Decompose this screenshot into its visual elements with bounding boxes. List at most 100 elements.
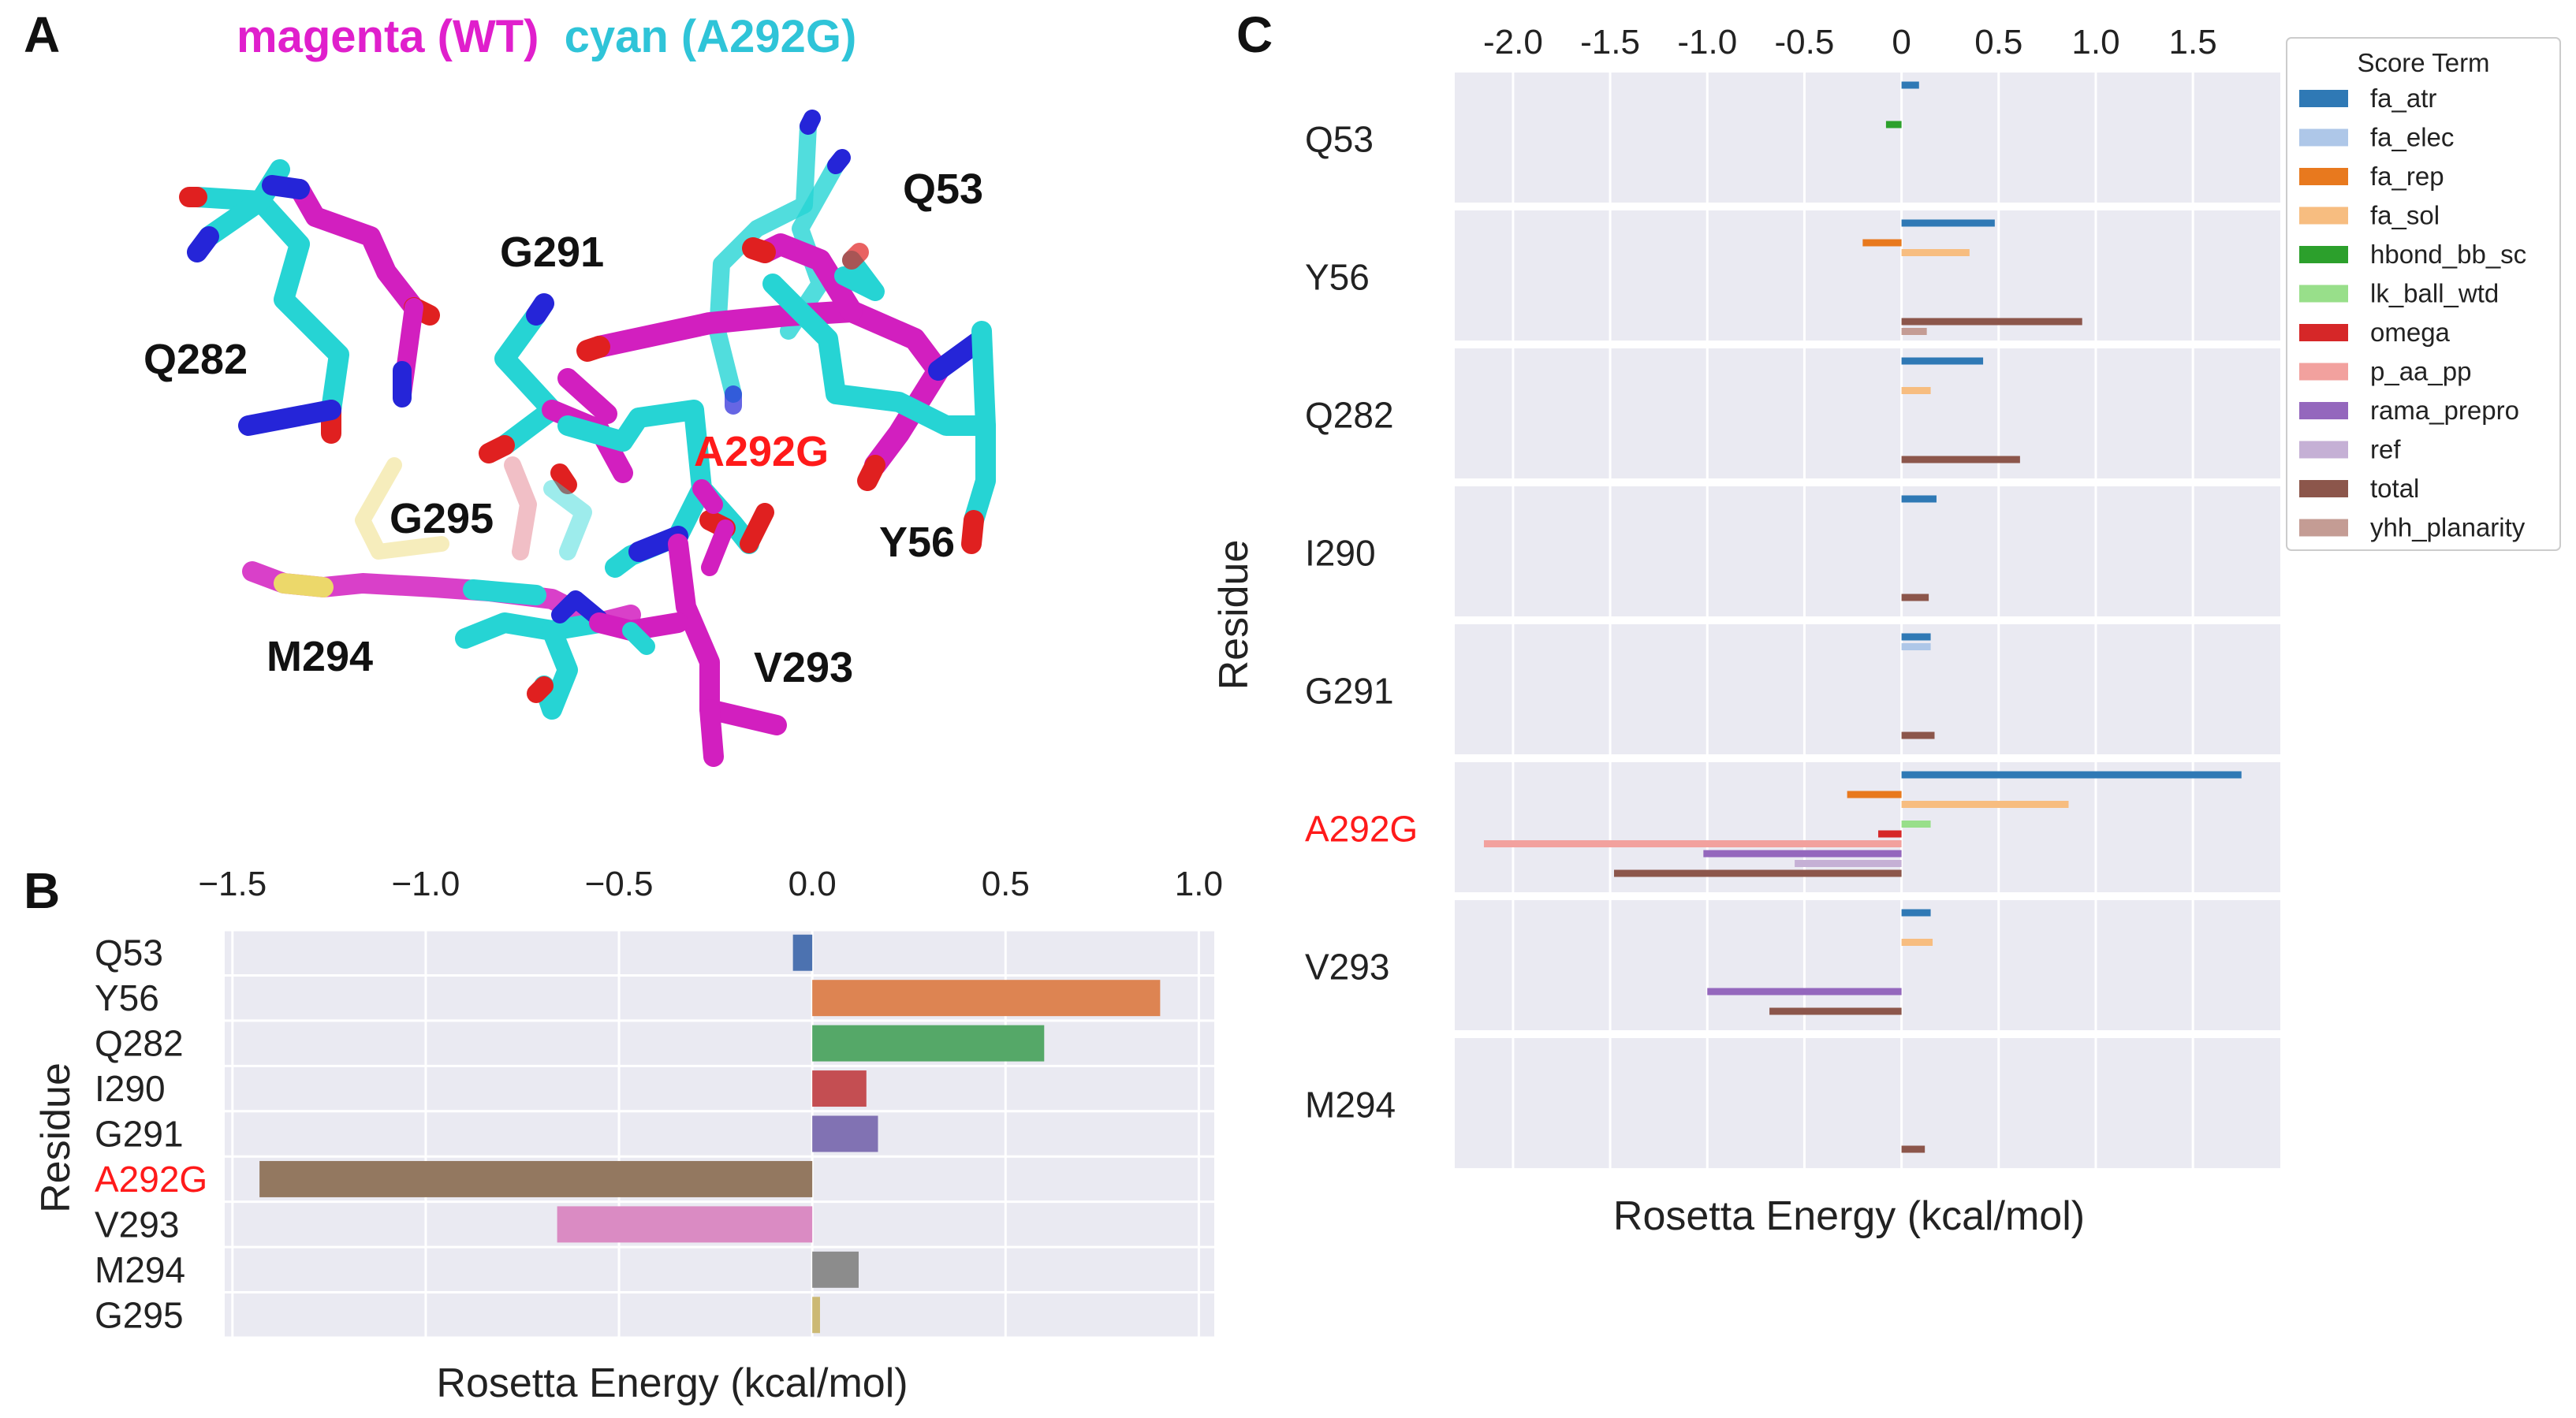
facet-m294 [1455, 1038, 2280, 1168]
bar-y56-fa-sol [1901, 249, 1970, 256]
legend-swatch-fa-sol [2299, 207, 2348, 225]
bar-g295 [812, 1297, 820, 1334]
y-tick-label-q53: Q53 [95, 932, 163, 973]
y-tick-label-y56: Y56 [95, 977, 159, 1018]
bar-q53 [792, 934, 813, 971]
structure-label-v293: V293 [754, 644, 853, 691]
bar-q282-total [1901, 456, 2020, 463]
legend-label-p-aa-pp: p_aa_pp [2370, 357, 2471, 386]
bar-i290 [812, 1070, 867, 1107]
legend-label-hbond-bb-sc: hbond_bb_sc [2370, 240, 2526, 269]
bar-a292g-total [1614, 869, 1902, 877]
legend-swatch-lk-ball-wtd [2299, 285, 2348, 303]
bar-q282-fa-sol [1901, 387, 1931, 394]
structure-label-a292g: A292G [694, 428, 829, 475]
legend-label-fa-atr: fa_atr [2370, 84, 2436, 113]
legend-swatch-fa-atr [2299, 90, 2348, 107]
bar-v293-total [1769, 1007, 1902, 1015]
bar-g291 [812, 1115, 878, 1152]
panel-a-letter: A [24, 6, 60, 63]
bar-v293 [557, 1206, 813, 1243]
bar-a292g-fa-sol [1901, 801, 2069, 808]
legend-swatch-omega [2299, 324, 2348, 341]
bar-y56-total [1901, 318, 2082, 326]
bar-a292g-ref [1795, 860, 1902, 867]
bar-a292g-p-aa-pp [1483, 840, 1902, 847]
bar-y56 [812, 980, 1161, 1017]
x-axis-label-b: Rosetta Energy (kcal/mol) [436, 1360, 908, 1406]
legend-swatch-yhh-planarity [2299, 519, 2348, 537]
y-tick-label-g295: G295 [95, 1294, 184, 1335]
facet-i290 [1455, 486, 2280, 616]
structure-label-q53: Q53 [903, 166, 983, 213]
legend-label-rama-prepro: rama_prepro [2370, 396, 2519, 425]
bar-a292g-omega [1878, 830, 1902, 838]
legend-swatch-hbond-bb-sc [2299, 246, 2348, 263]
legend-title-c: Score Term [2357, 48, 2489, 77]
x-tick-label-c: -2.0 [1483, 23, 1543, 61]
bar-y56-fa-atr [1901, 219, 1995, 227]
bar-a292g [259, 1160, 813, 1197]
bar-q53-hbond-bb-sc [1885, 121, 1902, 128]
bar-v293-rama-prepro [1707, 988, 1902, 996]
bar-v293-fa-sol [1901, 939, 1933, 946]
y-tick-label-v293: V293 [95, 1204, 179, 1245]
legend-wt-label: magenta (WT) cyan (A292G) [237, 11, 856, 62]
legend-label-fa-rep: fa_rep [2370, 162, 2444, 191]
bar-y56-fa-rep [1862, 239, 1902, 247]
panel-b-letter: B [24, 862, 60, 919]
y-axis-label-c: Residue [1211, 540, 1257, 690]
structure-label-y56: Y56 [879, 519, 955, 566]
y-axis-label-b: Residue [33, 1063, 79, 1213]
legend-label-omega: omega [2370, 318, 2451, 347]
bar-g291-fa-elec [1901, 643, 1931, 650]
bar-m294 [812, 1251, 859, 1288]
x-tick-label-b: 0.0 [788, 865, 837, 903]
legend-swatch-total [2299, 480, 2348, 497]
facet-y56 [1455, 210, 2280, 341]
facet-label-v293: V293 [1305, 947, 1389, 988]
x-tick-label-c: -1.5 [1580, 23, 1640, 61]
legend-label-ref: ref [2370, 435, 2401, 464]
y-tick-label-g291: G291 [95, 1114, 184, 1155]
bar-m294-total [1901, 1145, 1925, 1153]
legend-label-fa-elec: fa_elec [2370, 123, 2454, 152]
facet-q53 [1455, 73, 2280, 203]
y-tick-label-a292g: A292G [95, 1159, 207, 1200]
legend-label-total: total [2370, 474, 2419, 503]
legend-swatch-p-aa-pp [2299, 363, 2348, 381]
legend-swatch-fa-rep [2299, 168, 2348, 185]
molecular-structure-render [179, 110, 996, 767]
structure-label-g291: G291 [500, 229, 604, 276]
facet-label-g291: G291 [1305, 671, 1394, 712]
x-axis-label-c: Rosetta Energy (kcal/mol) [1613, 1193, 2085, 1239]
facet-label-a292g: A292G [1305, 809, 1418, 850]
y-tick-label-m294: M294 [95, 1249, 185, 1290]
legend-cyan-text: cyan (A292G) [565, 11, 857, 62]
facet-label-m294: M294 [1305, 1085, 1396, 1126]
facet-label-q53: Q53 [1305, 119, 1374, 160]
structure-labels: Q53 G291 Q282 A292G G295 Y56 M294 V293 [144, 166, 983, 691]
bar-a292g-rama-prepro [1703, 850, 1902, 858]
x-tick-label-b: −1.0 [391, 865, 460, 903]
legend-magenta-text: magenta (WT) [237, 11, 539, 62]
facet-label-y56: Y56 [1305, 257, 1370, 298]
panel-c-letter: C [1236, 6, 1273, 63]
bar-i290-fa-atr [1901, 495, 1937, 503]
bar-y56-yhh-planarity [1901, 328, 1927, 335]
y-tick-label-q282: Q282 [95, 1023, 184, 1064]
chart-c: -2.0 -1.5 -1.0 -0.5 0 0.5 1.0 1.5 Q53 Y56 Q282 I290… [1211, 23, 2561, 1239]
facet-label-i290: I290 [1305, 533, 1376, 574]
legend-label-yhh-planarity: yhh_planarity [2370, 513, 2526, 542]
facet-q282 [1455, 348, 2280, 478]
bar-q282-fa-atr [1901, 357, 1984, 365]
bar-a292g-lk-ball-wtd [1901, 821, 1931, 828]
x-tick-label-b: 1.0 [1175, 865, 1223, 903]
structure-label-m294: M294 [267, 633, 373, 680]
y-tick-label-i290: I290 [95, 1068, 166, 1109]
legend-swatch-fa-elec [2299, 128, 2348, 147]
bar-a292g-fa-atr [1901, 771, 2242, 779]
facet-g291 [1455, 624, 2280, 754]
